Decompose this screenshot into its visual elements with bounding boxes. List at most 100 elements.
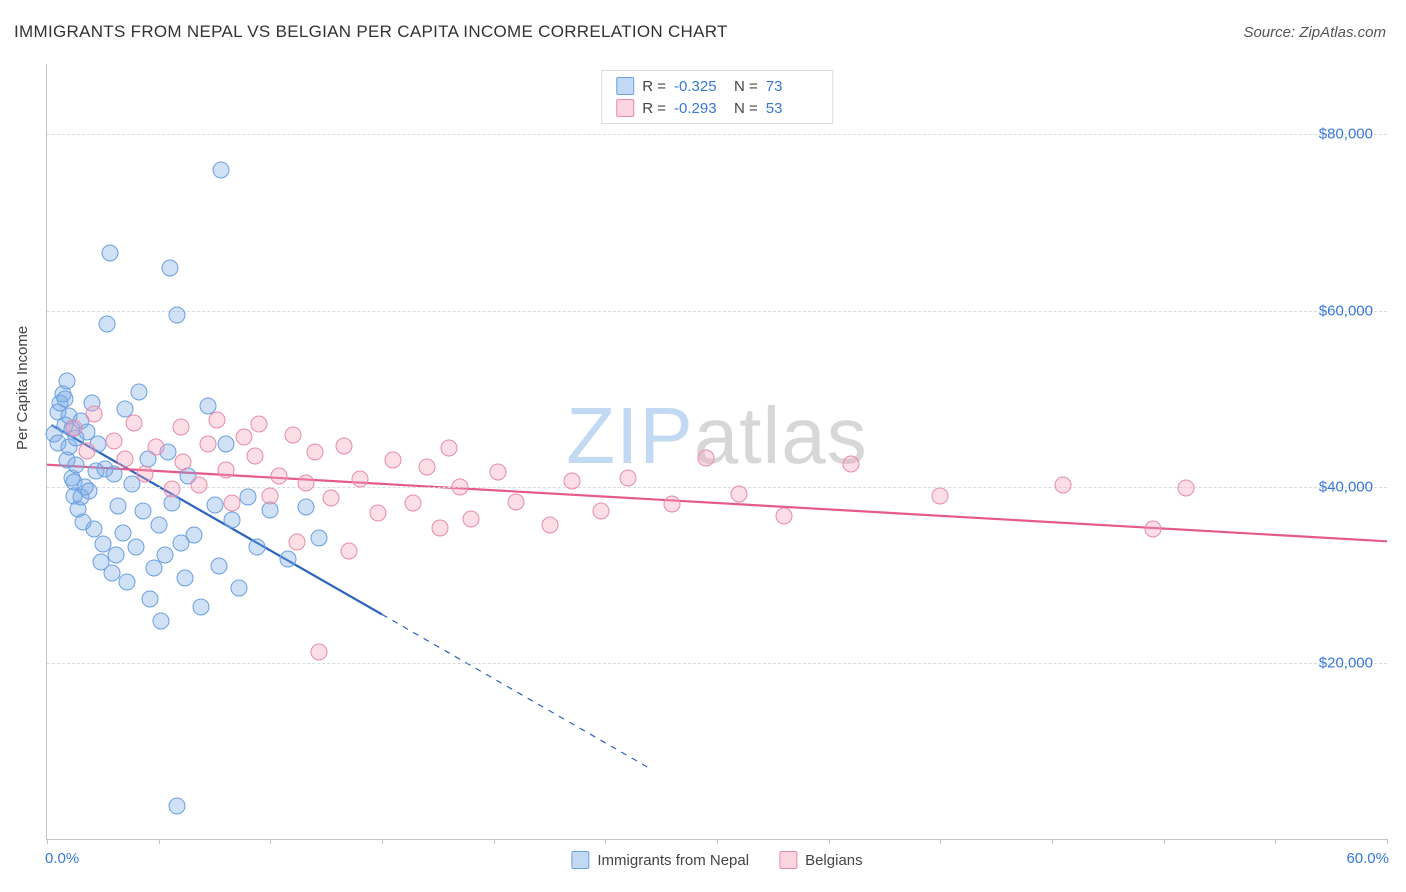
scatter-point-nepal — [110, 498, 127, 515]
r-label: R = — [642, 100, 666, 117]
scatter-point-belgian — [85, 405, 102, 422]
scatter-point-nepal — [128, 538, 145, 555]
source-attribution: Source: ZipAtlas.com — [1243, 24, 1386, 41]
scatter-point-belgian — [79, 442, 96, 459]
x-tick — [605, 839, 606, 844]
chart-title: IMMIGRANTS FROM NEPAL VS BELGIAN PER CAP… — [14, 22, 728, 42]
scatter-point-belgian — [289, 534, 306, 551]
scatter-point-belgian — [776, 507, 793, 524]
scatter-point-belgian — [311, 644, 328, 661]
scatter-point-belgian — [664, 496, 681, 513]
scatter-point-nepal — [150, 517, 167, 534]
r-label: R = — [642, 78, 666, 95]
scatter-point-belgian — [271, 468, 288, 485]
scatter-point-nepal — [152, 612, 169, 629]
swatch-belgian — [779, 851, 797, 869]
scatter-point-nepal — [68, 456, 85, 473]
y-tick-label: $40,000 — [1319, 478, 1373, 495]
legend-label-nepal: Immigrants from Nepal — [597, 852, 749, 869]
scatter-point-nepal — [186, 527, 203, 544]
scatter-point-belgian — [731, 485, 748, 502]
n-label: N = — [734, 78, 758, 95]
scatter-point-belgian — [432, 520, 449, 537]
scatter-point-belgian — [508, 493, 525, 510]
scatter-point-nepal — [193, 598, 210, 615]
scatter-point-nepal — [224, 512, 241, 529]
scatter-point-belgian — [619, 469, 636, 486]
scatter-point-nepal — [141, 590, 158, 607]
gridline — [47, 311, 1387, 312]
scatter-point-belgian — [199, 435, 216, 452]
scatter-point-belgian — [117, 451, 134, 468]
x-tick — [940, 839, 941, 844]
series-legend: Immigrants from Nepal Belgians — [571, 851, 862, 869]
correlation-row-belgian: R = -0.293 N = 53 — [602, 97, 832, 119]
y-tick-label: $80,000 — [1319, 126, 1373, 143]
legend-item-nepal: Immigrants from Nepal — [571, 851, 749, 869]
watermark-zip: ZIP — [566, 391, 693, 480]
scatter-point-belgian — [106, 432, 123, 449]
legend-label-belgian: Belgians — [805, 852, 863, 869]
scatter-point-belgian — [1055, 476, 1072, 493]
r-value-belgian: -0.293 — [674, 100, 726, 117]
scatter-point-nepal — [101, 245, 118, 262]
scatter-point-belgian — [262, 488, 279, 505]
scatter-point-belgian — [65, 419, 82, 436]
scatter-point-belgian — [148, 439, 165, 456]
scatter-point-belgian — [190, 476, 207, 493]
x-tick — [494, 839, 495, 844]
scatter-point-belgian — [251, 416, 268, 433]
scatter-point-belgian — [1144, 521, 1161, 538]
swatch-nepal — [571, 851, 589, 869]
scatter-point-belgian — [1178, 480, 1195, 497]
n-value-nepal: 73 — [766, 78, 818, 95]
x-tick — [1052, 839, 1053, 844]
scatter-point-nepal — [157, 547, 174, 564]
scatter-point-nepal — [114, 524, 131, 541]
scatter-point-belgian — [175, 454, 192, 471]
scatter-point-belgian — [463, 511, 480, 528]
x-tick — [382, 839, 383, 844]
scatter-point-nepal — [231, 580, 248, 597]
scatter-point-nepal — [217, 436, 234, 453]
scatter-point-belgian — [441, 439, 458, 456]
correlation-legend: R = -0.325 N = 73 R = -0.293 N = 53 — [601, 70, 833, 124]
scatter-point-nepal — [119, 573, 136, 590]
swatch-belgian — [616, 99, 634, 117]
scatter-point-belgian — [173, 418, 190, 435]
scatter-point-nepal — [130, 383, 147, 400]
scatter-point-belgian — [164, 481, 181, 498]
x-tick — [829, 839, 830, 844]
scatter-point-belgian — [217, 461, 234, 478]
scatter-point-belgian — [592, 503, 609, 520]
y-tick-label: $60,000 — [1319, 302, 1373, 319]
scatter-point-nepal — [81, 483, 98, 500]
scatter-point-belgian — [418, 459, 435, 476]
correlation-row-nepal: R = -0.325 N = 73 — [602, 75, 832, 97]
scatter-point-nepal — [56, 390, 73, 407]
scatter-point-belgian — [298, 475, 315, 492]
scatter-point-belgian — [843, 455, 860, 472]
scatter-point-belgian — [137, 466, 154, 483]
scatter-point-nepal — [168, 797, 185, 814]
x-tick — [1387, 839, 1388, 844]
x-tick — [1164, 839, 1165, 844]
scatter-point-belgian — [452, 478, 469, 495]
scatter-point-nepal — [177, 570, 194, 587]
scatter-point-belgian — [322, 490, 339, 507]
plot-area: ZIPatlas R = -0.325 N = 73 R = -0.293 N … — [46, 64, 1387, 840]
scatter-point-belgian — [385, 452, 402, 469]
scatter-point-nepal — [248, 539, 265, 556]
scatter-point-belgian — [208, 411, 225, 428]
y-axis-title: Per Capita Income — [14, 326, 31, 450]
x-tick — [717, 839, 718, 844]
scatter-point-nepal — [210, 557, 227, 574]
x-axis-max-label: 60.0% — [1346, 850, 1389, 867]
scatter-point-belgian — [697, 449, 714, 466]
scatter-point-belgian — [563, 473, 580, 490]
x-tick — [1275, 839, 1276, 844]
watermark: ZIPatlas — [566, 390, 867, 482]
scatter-point-belgian — [235, 428, 252, 445]
scatter-point-belgian — [307, 444, 324, 461]
scatter-point-nepal — [99, 315, 116, 332]
